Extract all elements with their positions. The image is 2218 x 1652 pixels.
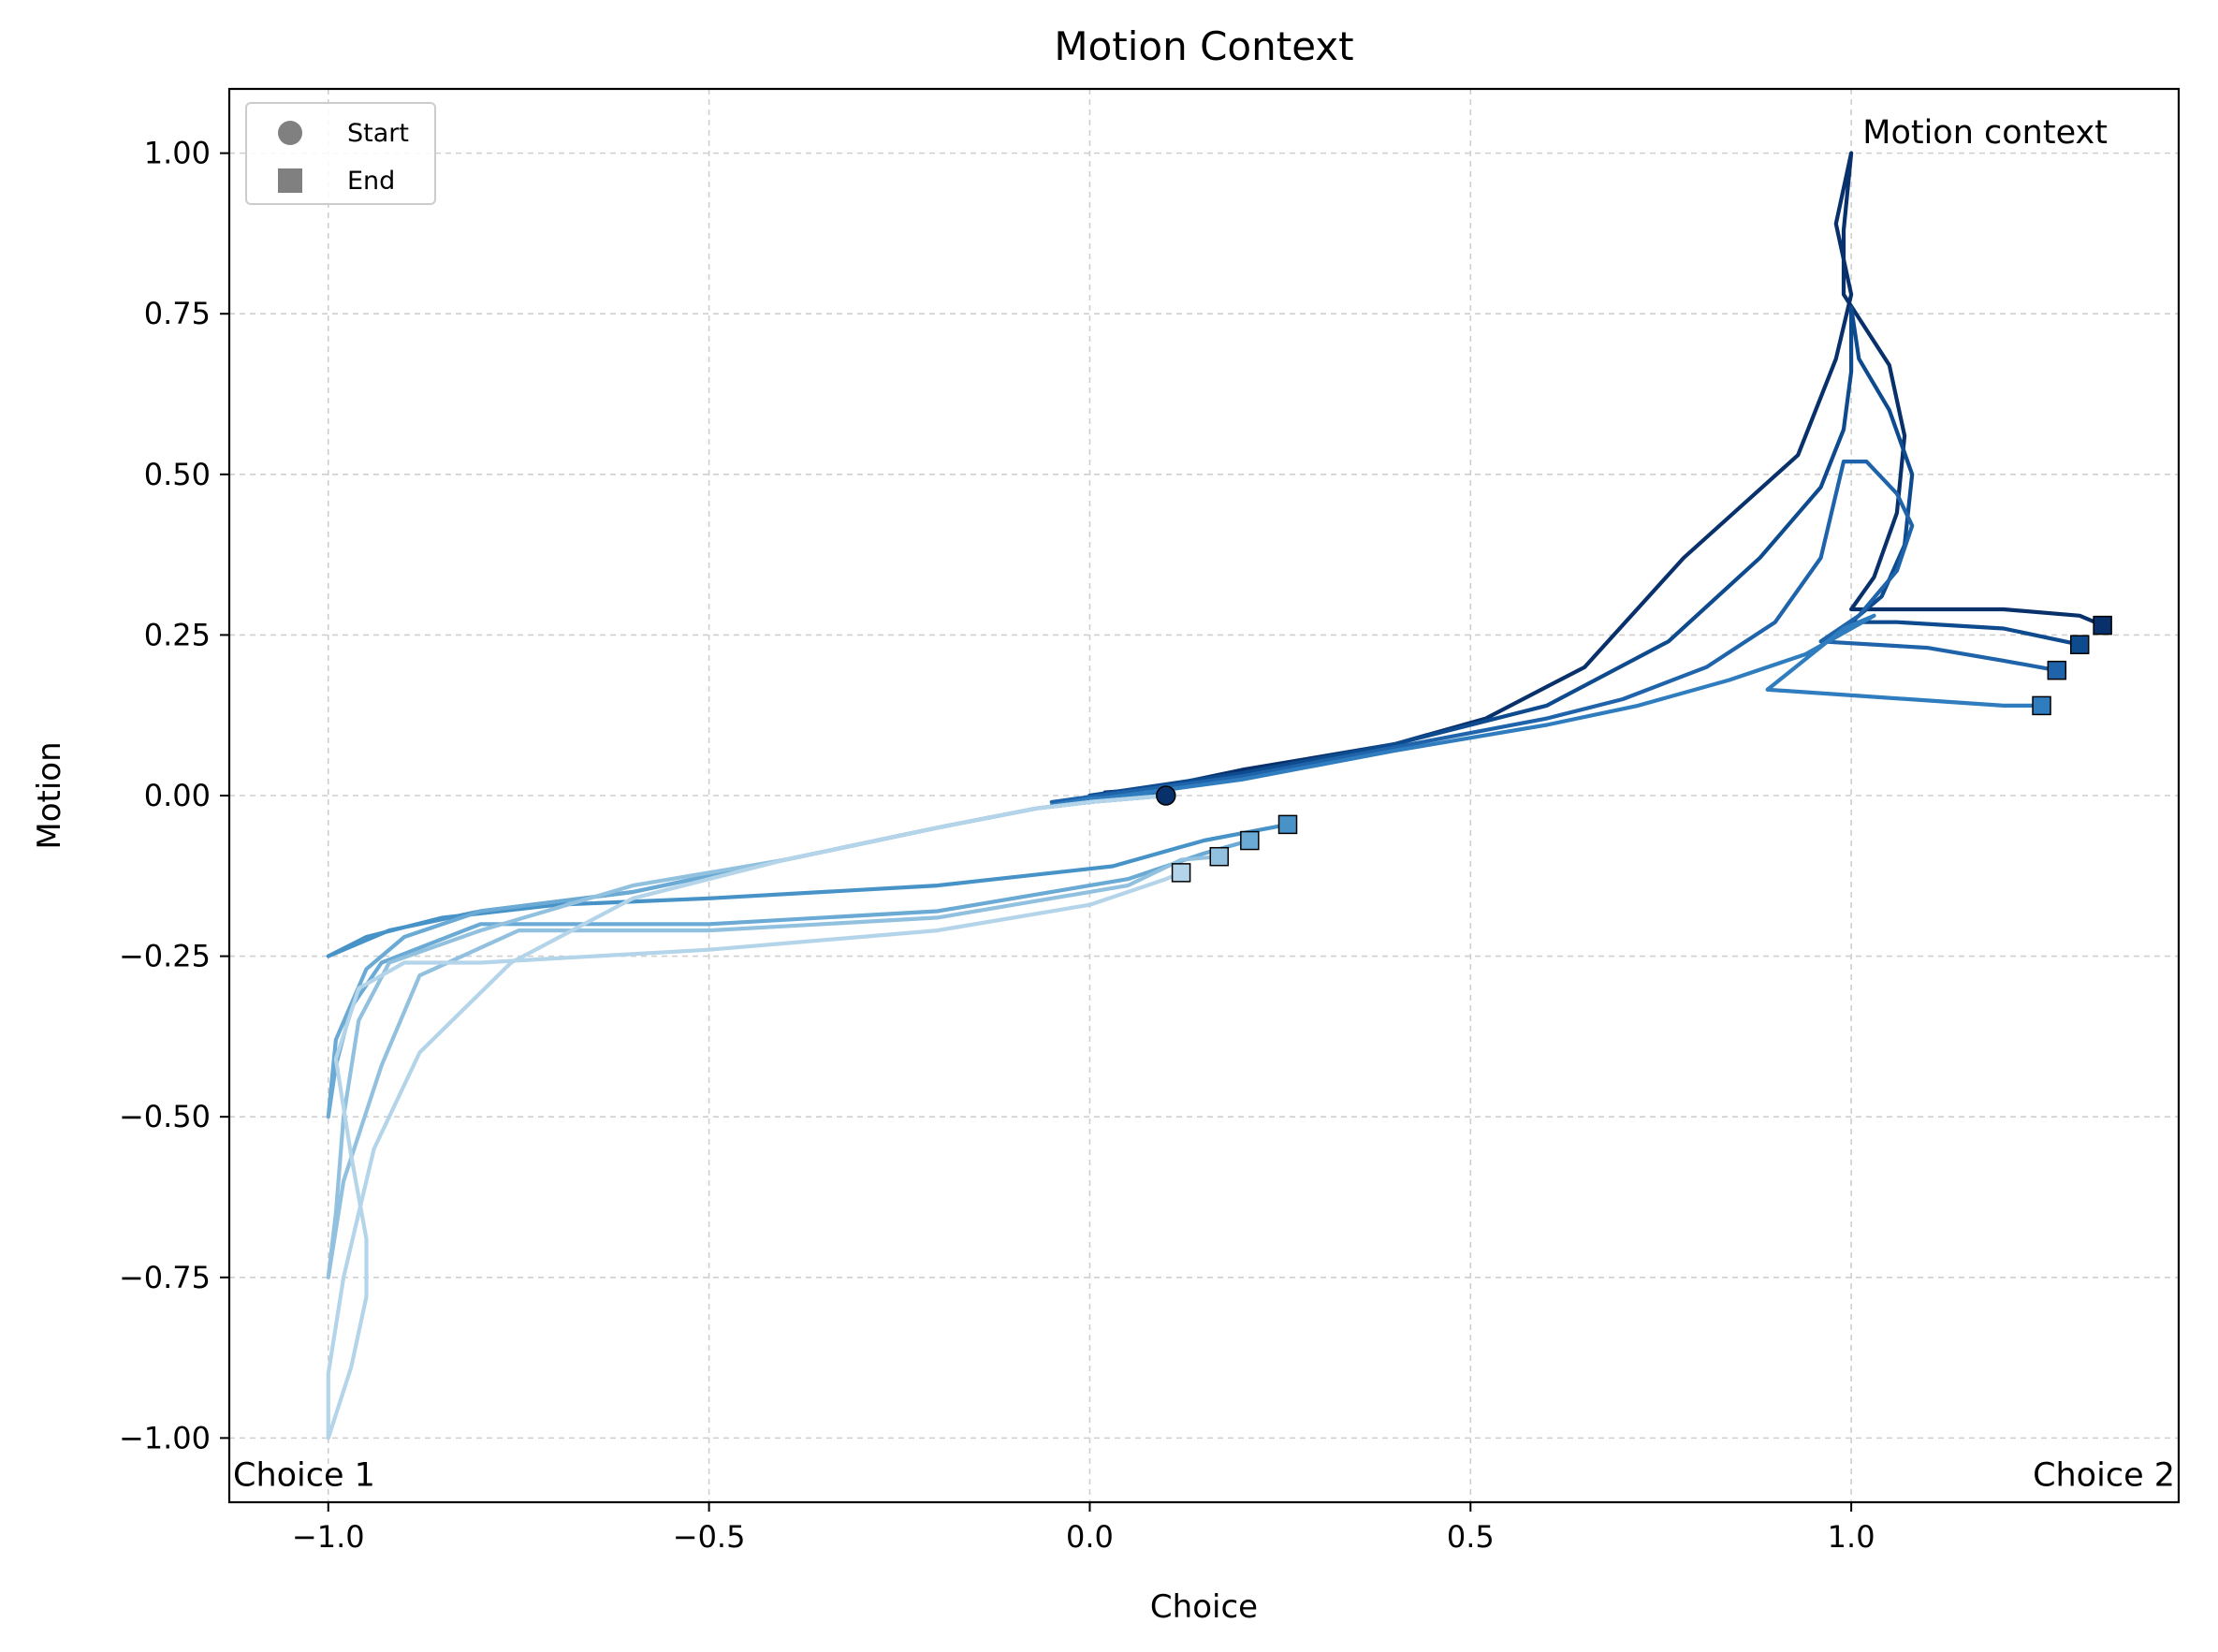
y-tick-label: 0.00 (144, 778, 211, 813)
x-axis-label: Choice (1150, 1588, 1258, 1626)
end-marker-4 (2032, 695, 2051, 716)
end-marker-1 (2093, 615, 2112, 636)
y-tick-label: 1.00 (144, 136, 211, 171)
end-marker-3 (2047, 660, 2067, 680)
marker-layer (1156, 615, 2112, 883)
annotation-3: Choice 2 (2033, 1457, 2175, 1495)
start-marker (1156, 785, 1176, 806)
y-axis-label: Motion (31, 741, 68, 849)
legend-start-label: Start (347, 119, 409, 148)
series-line-3 (1049, 460, 2059, 805)
y-tick-label: −1.00 (119, 1420, 211, 1455)
x-tick-label: 0.5 (1447, 1519, 1495, 1555)
end-marker-7 (1209, 846, 1230, 867)
x-tick-label: 0.0 (1066, 1519, 1114, 1555)
chart-title: Motion Context (1054, 23, 1353, 69)
y-tick-label: 0.50 (144, 457, 211, 492)
end-marker-5 (1277, 814, 1298, 835)
annotation-1: Motion context (1862, 114, 2108, 152)
ticks: −1.0 −0.5 0.0 0.5 1.0 1.00 0.75 0.50 0.25 0.00 −0.… (119, 136, 1875, 1555)
y-tick-label: −0.50 (119, 1099, 211, 1134)
x-tick-label: −0.5 (673, 1519, 746, 1555)
y-tick-label: 0.25 (144, 617, 211, 652)
legend-end-marker (278, 168, 302, 193)
y-tick-label: 0.75 (144, 296, 211, 331)
legend: Start End (245, 102, 436, 205)
legend-start-marker (278, 121, 302, 145)
end-marker-6 (1240, 830, 1260, 851)
series-line-8 (326, 793, 1184, 1440)
x-tick-label: 1.0 (1828, 1519, 1875, 1555)
legend-end-label: End (347, 167, 395, 196)
y-tick-label: −0.25 (119, 939, 211, 974)
annotation-2: Choice 1 (233, 1457, 375, 1495)
annotations: Motion context Choice 1 Choice 2 (233, 114, 2175, 1495)
x-tick-label: −1.0 (292, 1519, 365, 1555)
series-layer (326, 151, 2105, 1440)
end-marker-8 (1171, 863, 1191, 883)
end-marker-2 (2069, 635, 2090, 654)
y-tick-label: −0.75 (119, 1260, 211, 1295)
